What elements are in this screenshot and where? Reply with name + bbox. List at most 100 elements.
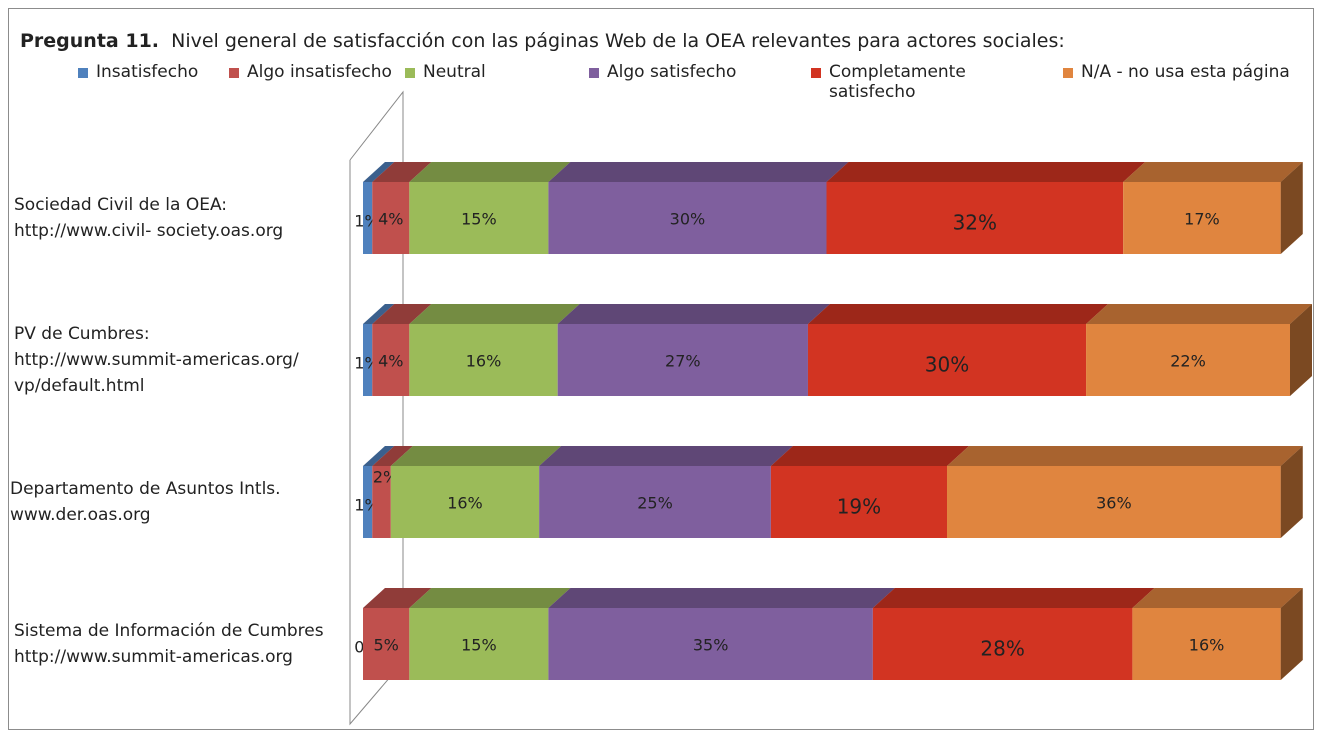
data-label: 28% xyxy=(980,637,1024,661)
bar xyxy=(826,182,1124,254)
bar-side xyxy=(1290,304,1312,396)
chart-frame xyxy=(8,8,1314,730)
data-label: 4% xyxy=(378,210,403,229)
bar-side xyxy=(1280,588,1303,680)
bar-depth-shade xyxy=(557,304,830,324)
legend-swatch xyxy=(229,68,239,78)
bar-depth xyxy=(872,588,1155,608)
bar-depth-shade xyxy=(363,304,395,324)
bar-depth xyxy=(770,446,970,466)
data-label: 32% xyxy=(953,211,997,235)
bar-depth xyxy=(390,446,562,466)
bar-depth xyxy=(409,588,571,608)
legend-item: Algo insatisfecho xyxy=(229,62,489,82)
category-label: Departamento de Asuntos Intls. www.der.o… xyxy=(10,479,281,525)
bar xyxy=(1086,324,1290,396)
bar-depth-shade xyxy=(947,446,1303,466)
legend-item: Neutral xyxy=(405,62,665,82)
bar-side xyxy=(1280,446,1303,538)
bar-depth xyxy=(826,162,1146,182)
bar xyxy=(363,182,373,254)
bar xyxy=(770,466,948,538)
bar-depth-shade xyxy=(363,162,395,182)
bar-depth-shade xyxy=(409,162,571,182)
bar-depth xyxy=(1086,304,1312,324)
bar-depth xyxy=(372,304,432,324)
chart-title: Pregunta 11. Nivel general de satisfacci… xyxy=(20,30,1065,52)
bar xyxy=(548,182,827,254)
bar-depth-shade xyxy=(409,304,580,324)
legend-swatch xyxy=(78,68,88,78)
bar-depth-shade xyxy=(1123,162,1303,182)
bar xyxy=(872,608,1133,680)
bar xyxy=(1123,182,1281,254)
bar xyxy=(363,608,410,680)
bar-depth xyxy=(363,588,432,608)
legend-label: N/A - no usa esta página xyxy=(1081,62,1290,82)
legend-label: Completamente satisfecho xyxy=(829,62,966,102)
bar-depth xyxy=(409,162,571,182)
bar-depth xyxy=(807,304,1109,324)
bar-depth xyxy=(539,446,793,466)
bar-depth-shade xyxy=(770,446,970,466)
data-label: 19% xyxy=(837,495,881,519)
bar-depth-shade xyxy=(872,588,1155,608)
bar-depth-shade xyxy=(372,446,413,466)
bar-depth-shade xyxy=(390,446,562,466)
bar-side-shade xyxy=(1280,446,1303,538)
bar-depth-shade xyxy=(363,446,395,466)
bar xyxy=(372,324,410,396)
bar-depth-shade xyxy=(409,588,571,608)
legend-swatch xyxy=(811,68,821,78)
bar-depth xyxy=(1132,588,1303,608)
data-label: 25% xyxy=(637,494,673,513)
data-label: 15% xyxy=(461,210,497,229)
bar xyxy=(363,466,373,538)
legend-swatch xyxy=(589,68,599,78)
legend-label: Algo satisfecho xyxy=(607,62,737,82)
legend-label: Insatisfecho xyxy=(96,62,199,82)
data-label: 15% xyxy=(461,636,497,655)
data-label: 16% xyxy=(447,494,483,513)
legend-label: Algo insatisfecho xyxy=(247,62,392,82)
bar-depth xyxy=(548,588,895,608)
data-label: 5% xyxy=(373,636,398,655)
bar-side-shade xyxy=(1280,588,1303,680)
bar xyxy=(372,466,391,538)
data-label: 17% xyxy=(1184,210,1220,229)
bar-depth xyxy=(363,446,395,466)
bar-depth-shade xyxy=(372,304,432,324)
bar xyxy=(409,608,549,680)
bar-depth-shade xyxy=(1132,588,1303,608)
legend-swatch xyxy=(1063,68,1073,78)
bar-depth-shade xyxy=(1086,304,1312,324)
bar-depth xyxy=(548,162,849,182)
bar xyxy=(372,182,410,254)
bar-depth-shade xyxy=(548,588,895,608)
bar-depth xyxy=(947,446,1303,466)
category-label: PV de Cumbres: http://www.summit-america… xyxy=(14,324,299,396)
category-label: Sistema de Información de Cumbres http:/… xyxy=(14,621,324,667)
legend-item: N/A - no usa esta página xyxy=(1063,62,1323,82)
legend-item: Algo satisfecho xyxy=(589,62,849,82)
bar-depth-shade xyxy=(363,588,432,608)
bar-side xyxy=(1280,162,1303,254)
data-label: 22% xyxy=(1170,352,1206,371)
legend-swatch xyxy=(405,68,415,78)
bar-depth-shade xyxy=(539,446,793,466)
legend-item: Insatisfecho xyxy=(78,62,338,82)
bar xyxy=(807,324,1087,396)
bar-side-shade xyxy=(1280,162,1303,254)
bar-depth-shade xyxy=(372,162,432,182)
bar-depth xyxy=(372,162,432,182)
bar-depth xyxy=(1123,162,1303,182)
bar-depth-shade xyxy=(826,162,1146,182)
bar xyxy=(947,466,1281,538)
data-label: 36% xyxy=(1096,494,1132,513)
bar-depth-shade xyxy=(548,162,849,182)
bar xyxy=(557,324,808,396)
data-label: 16% xyxy=(1189,636,1225,655)
legend-item: Completamente satisfecho xyxy=(811,62,981,102)
